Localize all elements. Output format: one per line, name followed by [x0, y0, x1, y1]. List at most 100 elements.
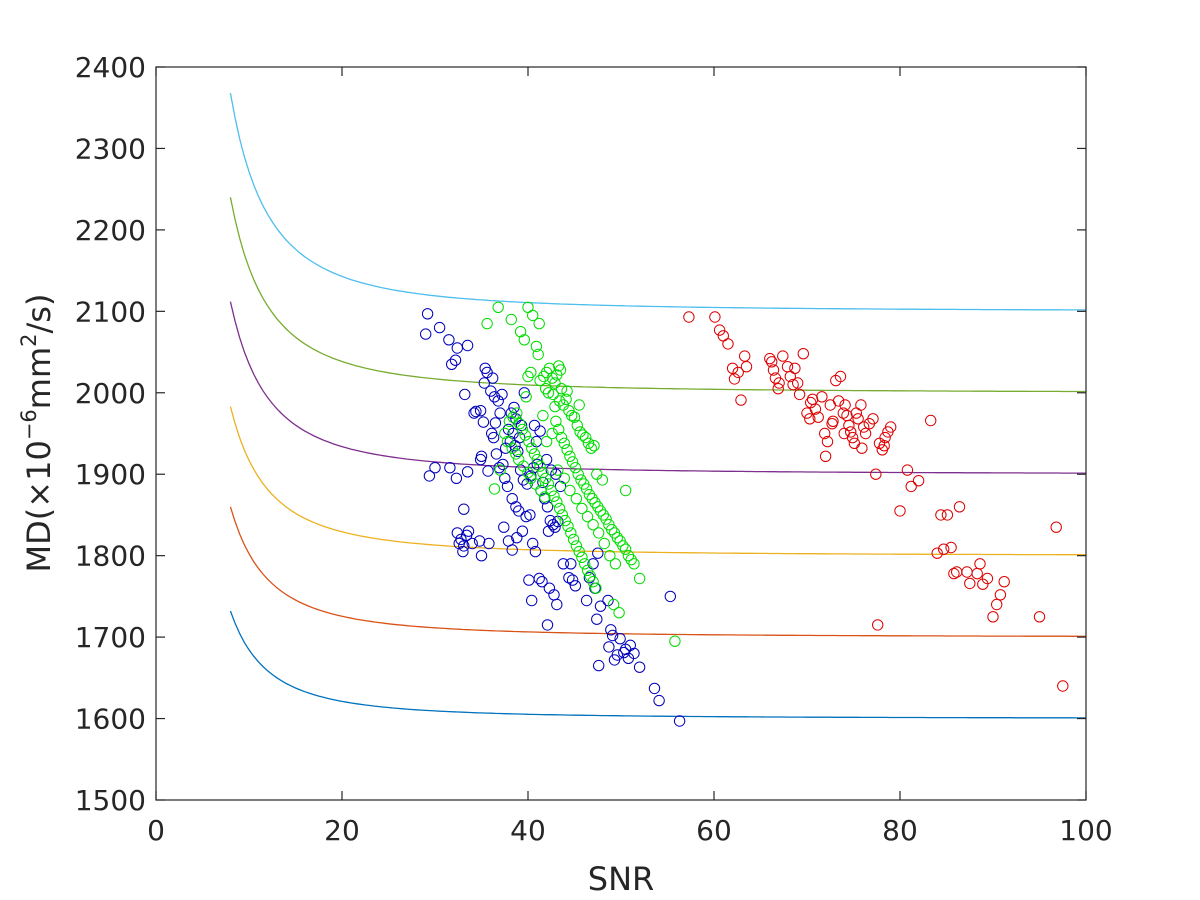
scatter-point: [581, 510, 594, 523]
scatter-point: [787, 378, 799, 391]
scatter-point: [528, 448, 541, 460]
scatter-point: [557, 558, 569, 570]
scatter-point: [594, 600, 607, 612]
scatter-point: [991, 598, 1003, 611]
scatter-point: [568, 411, 581, 423]
scatter-point: [664, 590, 676, 603]
scatter-point: [628, 558, 640, 570]
scatter-point: [598, 537, 610, 550]
scatter-point: [870, 468, 882, 480]
scatter-point: [576, 551, 588, 563]
scatter-point: [592, 547, 604, 559]
scatter-point: [683, 311, 695, 323]
y-tick-label: 2200: [75, 214, 146, 247]
x-axis: 0 20 40 60 80 100: [147, 67, 1113, 847]
scatter-point: [523, 435, 535, 448]
scatter-point: [837, 407, 849, 419]
scatter-point: [564, 450, 576, 462]
scatter-point: [490, 448, 503, 460]
scatter-point: [561, 385, 573, 397]
scatter-point: [565, 527, 577, 539]
scatter-point: [588, 440, 600, 452]
scatter-point: [726, 362, 739, 374]
scatter-point: [935, 509, 947, 521]
scatter-point: [566, 456, 579, 468]
scatter-point: [446, 358, 458, 370]
scatter-point: [856, 442, 868, 454]
scatter-point: [501, 480, 514, 493]
scatter-point: [571, 419, 583, 432]
scatter-point: [553, 423, 565, 436]
scatter-point: [477, 416, 490, 428]
scatter-point: [839, 399, 851, 411]
scatter-point: [508, 401, 520, 414]
scatter-point: [540, 453, 553, 466]
scatter-point: [591, 613, 603, 625]
scatter-point: [855, 399, 867, 411]
scatter-point: [821, 435, 834, 448]
scatter-point: [581, 564, 594, 576]
scatter-point: [611, 532, 623, 544]
scatter-point: [507, 427, 519, 440]
scatter-point: [527, 309, 539, 322]
scatter-point: [728, 373, 741, 385]
x-tick-label: 0: [147, 814, 165, 847]
x-tick-label: 20: [324, 814, 360, 847]
scatter-point: [496, 388, 508, 401]
y-tick-label: 1500: [75, 784, 146, 817]
scatter-point: [605, 624, 617, 636]
scatter-point: [550, 415, 562, 427]
scatter-point: [593, 527, 605, 539]
scatter-point: [569, 462, 582, 474]
scatter-point: [513, 431, 526, 444]
scatter-point: [526, 442, 538, 454]
scatter-point: [461, 339, 474, 352]
scatter-point: [420, 328, 432, 340]
scatter-point: [533, 317, 545, 330]
scatter-point: [494, 407, 506, 419]
y-tick-label: 1600: [75, 703, 146, 736]
scatter-point: [602, 594, 614, 607]
scatter-point: [565, 558, 577, 570]
scatter-point: [974, 558, 986, 570]
y-axis-label-suffix: /s): [20, 294, 58, 334]
scatter-point: [858, 421, 870, 433]
scatter-point: [515, 419, 528, 432]
scatter-point: [885, 421, 897, 433]
scatter-point: [512, 445, 524, 458]
scatter-point: [558, 437, 570, 449]
scatter-point: [567, 533, 580, 546]
scatter-point: [530, 340, 543, 353]
scatter-point: [622, 550, 635, 562]
scatter-point: [606, 523, 618, 536]
scatter-point: [547, 388, 559, 401]
scatter-point: [482, 465, 494, 477]
scatter-point: [648, 682, 661, 695]
scatter-point: [433, 321, 446, 334]
scatter-point: [713, 324, 726, 336]
scatter-point: [497, 458, 509, 471]
y-tick-label: 2100: [75, 295, 146, 328]
scatter-point: [577, 429, 589, 441]
scatter-point: [587, 519, 599, 531]
scatter-point: [732, 366, 744, 379]
scatter-point: [487, 372, 499, 384]
scatter-point: [551, 496, 563, 508]
scatter-point: [905, 480, 917, 493]
scatter-point: [878, 440, 890, 452]
scatter-point: [527, 537, 539, 550]
scatter-point: [529, 545, 542, 558]
scatter-series: [481, 301, 681, 647]
scatter-point: [609, 558, 622, 570]
scatter-point: [475, 550, 488, 562]
scatter-point: [481, 317, 493, 330]
scatter-point: [590, 582, 602, 594]
scatter-point: [450, 472, 463, 484]
scatter-point: [506, 493, 518, 505]
y-axis-label: MD(×10−6mm2/s): [17, 294, 58, 573]
scatter-point: [462, 525, 475, 537]
scatter-point: [520, 391, 532, 403]
scatter-point: [607, 598, 620, 611]
scatter-point: [513, 418, 526, 430]
